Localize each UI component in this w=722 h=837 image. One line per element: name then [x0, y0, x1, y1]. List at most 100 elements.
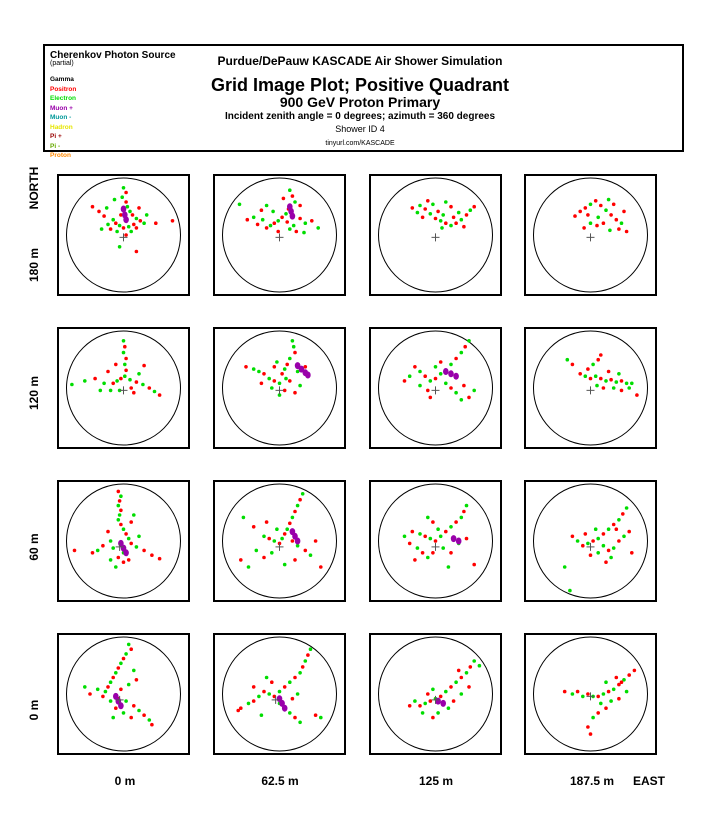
positron-point [88, 692, 92, 696]
positron-point [123, 344, 127, 349]
positron-point [293, 558, 297, 562]
positron-point [251, 685, 256, 689]
electron-point [141, 382, 145, 387]
electron-point [308, 647, 313, 651]
electron-point [121, 350, 126, 355]
electron-point [413, 699, 417, 703]
positron-point [423, 374, 427, 378]
positron-point [239, 558, 243, 562]
electron-point [293, 200, 297, 204]
positron-point [444, 529, 448, 534]
electron-point [459, 350, 464, 355]
panel-plot [533, 483, 648, 599]
positron-point [300, 665, 305, 669]
positron-point [129, 520, 133, 524]
positron-point [578, 372, 582, 376]
positron-point [593, 199, 598, 203]
positron-point [472, 562, 476, 567]
positron-point [420, 551, 425, 555]
positron-point [244, 365, 248, 369]
grid-panel [57, 633, 190, 755]
positron-point [290, 696, 295, 701]
positron-point [413, 558, 417, 562]
electron-point [290, 339, 295, 343]
field-of-view-circle [533, 483, 648, 599]
positron-point [407, 704, 412, 708]
electron-point [617, 518, 621, 522]
electron-point [116, 503, 121, 508]
col-label-0: 0 m [114, 774, 136, 788]
positron-point [617, 539, 621, 543]
electron-point [270, 386, 274, 390]
electron-point [267, 376, 271, 381]
electron-point [609, 699, 613, 703]
electron-point [121, 186, 126, 190]
legend: Gamma Positron Electron Muon + Muon - Hadron P… [50, 75, 76, 161]
field-of-view-circle [222, 483, 337, 599]
positron-point [276, 229, 280, 234]
row-label-120: 120 m [27, 375, 41, 411]
electron-point [446, 706, 451, 710]
electron-point [83, 379, 87, 383]
electron-point [464, 671, 469, 675]
positron-point [119, 522, 123, 527]
positron-point [124, 532, 128, 536]
positron-point [290, 539, 295, 543]
positron-point [134, 249, 139, 254]
electron-point [123, 374, 127, 378]
electron-point [418, 383, 422, 388]
electron-point [267, 692, 271, 696]
positron-point [121, 226, 126, 230]
panel-plot [533, 177, 648, 293]
electron-point [102, 381, 106, 386]
positron-point [599, 203, 603, 208]
electron-point [270, 551, 274, 555]
positron-point [134, 380, 139, 384]
electron-point [420, 711, 425, 715]
positron-point [142, 548, 146, 553]
legend-item: Proton [50, 152, 71, 159]
positron-point [126, 558, 131, 562]
positron-point [114, 221, 118, 225]
positron-point [90, 551, 95, 555]
grid-panel [369, 633, 502, 755]
positron-point [101, 543, 105, 548]
row-label-180: 180 m [27, 247, 41, 283]
electron-point [436, 711, 440, 715]
positron-point [282, 685, 287, 689]
positron-point [578, 209, 582, 214]
electron-point [117, 245, 122, 249]
field-of-view-circle [378, 330, 493, 446]
electron-point [467, 339, 471, 343]
electron-point [268, 223, 273, 228]
positron-point [588, 553, 593, 557]
positron-point [433, 376, 438, 381]
positron-point [606, 369, 611, 374]
positron-point [294, 229, 299, 234]
positron-point [154, 221, 158, 225]
electron-point [124, 652, 128, 656]
positron-point [431, 520, 435, 524]
positron-point [426, 388, 430, 393]
positron-point [298, 216, 302, 221]
electron-point [438, 372, 443, 376]
electron-point [99, 227, 104, 231]
positron-point [583, 532, 588, 536]
electron-point [614, 380, 619, 384]
positron-point [570, 362, 575, 367]
electron-point [601, 692, 606, 696]
positron-point [239, 706, 243, 710]
electron-point [316, 226, 320, 230]
positron-point [583, 206, 588, 210]
positron-point [575, 689, 580, 694]
positron-point [313, 539, 318, 543]
legend-item: Pi + [50, 133, 62, 140]
electron-point [604, 680, 608, 684]
positron-point [431, 551, 435, 555]
positron-point [614, 527, 619, 531]
electron-point [402, 534, 407, 539]
panel-plot [378, 483, 493, 599]
electron-point [119, 494, 123, 498]
electron-point [428, 536, 433, 541]
legend-item: Electron [50, 95, 77, 102]
